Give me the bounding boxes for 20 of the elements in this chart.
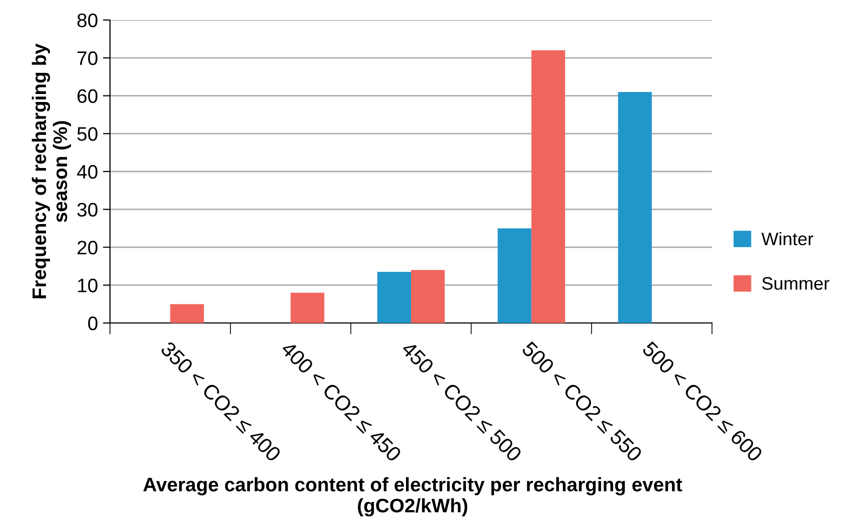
y-tick-label: 30 (77, 202, 98, 217)
y-tick-label: 10 (78, 278, 98, 292)
legend-label: Winter (761, 232, 814, 246)
y-tick-label: 0 (88, 316, 98, 330)
y-tick-label: 60 (78, 89, 98, 103)
bar (377, 272, 411, 323)
bar (498, 228, 532, 323)
y-axis-title: Frequency of recharging by season (%) (32, 44, 72, 298)
bar (618, 92, 652, 323)
bar (531, 50, 566, 323)
y-tick-label: 40 (77, 164, 98, 179)
bar (170, 304, 204, 323)
x-axis-title: Average carbon content of electricity per recharging event (gCO2/kWh) (143, 477, 682, 516)
bar (290, 292, 324, 323)
y-tick-label: 20 (78, 240, 98, 254)
y-tick-label: 50 (77, 127, 98, 141)
bar (411, 270, 445, 323)
y-tick-label: 70 (78, 51, 98, 66)
legend-label: Summer (762, 277, 830, 290)
y-tick-label: 80 (77, 13, 98, 28)
